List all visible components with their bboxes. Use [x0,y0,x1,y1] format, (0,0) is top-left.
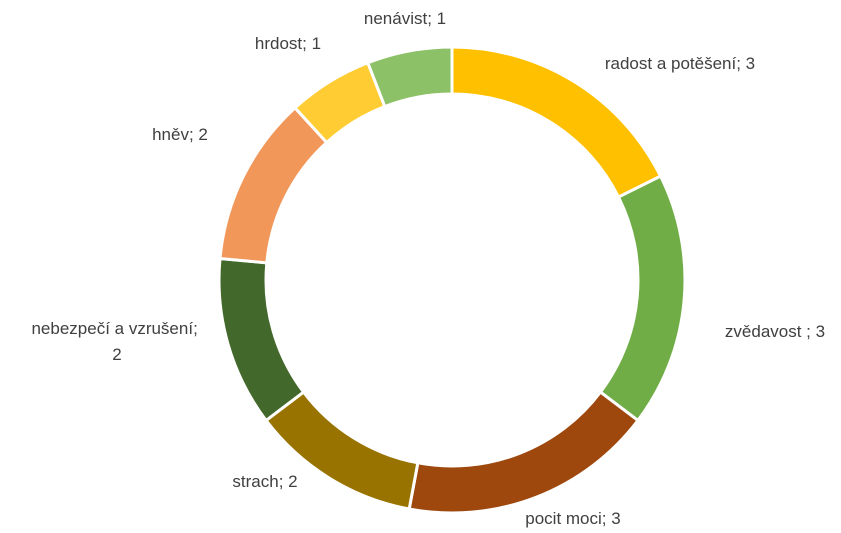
data-label: nenávist; 1 [364,9,446,28]
donut-slice [217,256,306,423]
data-label: strach; 2 [232,472,297,491]
label-separator: ; [806,322,815,341]
data-label: hrdost; 1 [255,34,321,53]
category-name: nenávist [364,9,428,28]
value-label: 2 [198,125,207,144]
label-separator: ; [279,472,288,491]
label-separator: ; [193,319,202,338]
value-label: 3 [746,54,755,73]
donut-slice [263,389,420,511]
category-name: hněv [152,125,189,144]
label-separator: ; [427,9,436,28]
data-label: hněv; 2 [152,125,208,144]
donut-slice [598,174,687,423]
donut-slice [218,105,329,265]
label-separator: ; [302,34,311,53]
category-name: hrdost [255,34,303,53]
category-name: nebezpečí a vzrušení [31,319,193,338]
data-label: radost a potěšení; 3 [605,54,755,73]
data-label: nebezpečí a vzrušení; 2 [31,319,202,364]
donut-slice [407,389,641,515]
data-label: pocit moci; 3 [525,509,620,528]
label-separator: ; [736,54,745,73]
value-label: 2 [112,345,121,364]
label-separator: ; [189,125,198,144]
value-label: 1 [312,34,321,53]
value-label: 3 [611,509,620,528]
value-label: 3 [816,322,825,341]
category-name: pocit moci [525,509,602,528]
value-label: 2 [288,472,297,491]
data-label: zvědavost ; 3 [725,322,825,341]
donut-slice [365,45,454,109]
label-separator: ; [602,509,611,528]
category-name: radost a potěšení [605,54,737,73]
category-name: strach [232,472,278,491]
value-label: 1 [437,9,446,28]
category-name: zvědavost [725,322,806,341]
